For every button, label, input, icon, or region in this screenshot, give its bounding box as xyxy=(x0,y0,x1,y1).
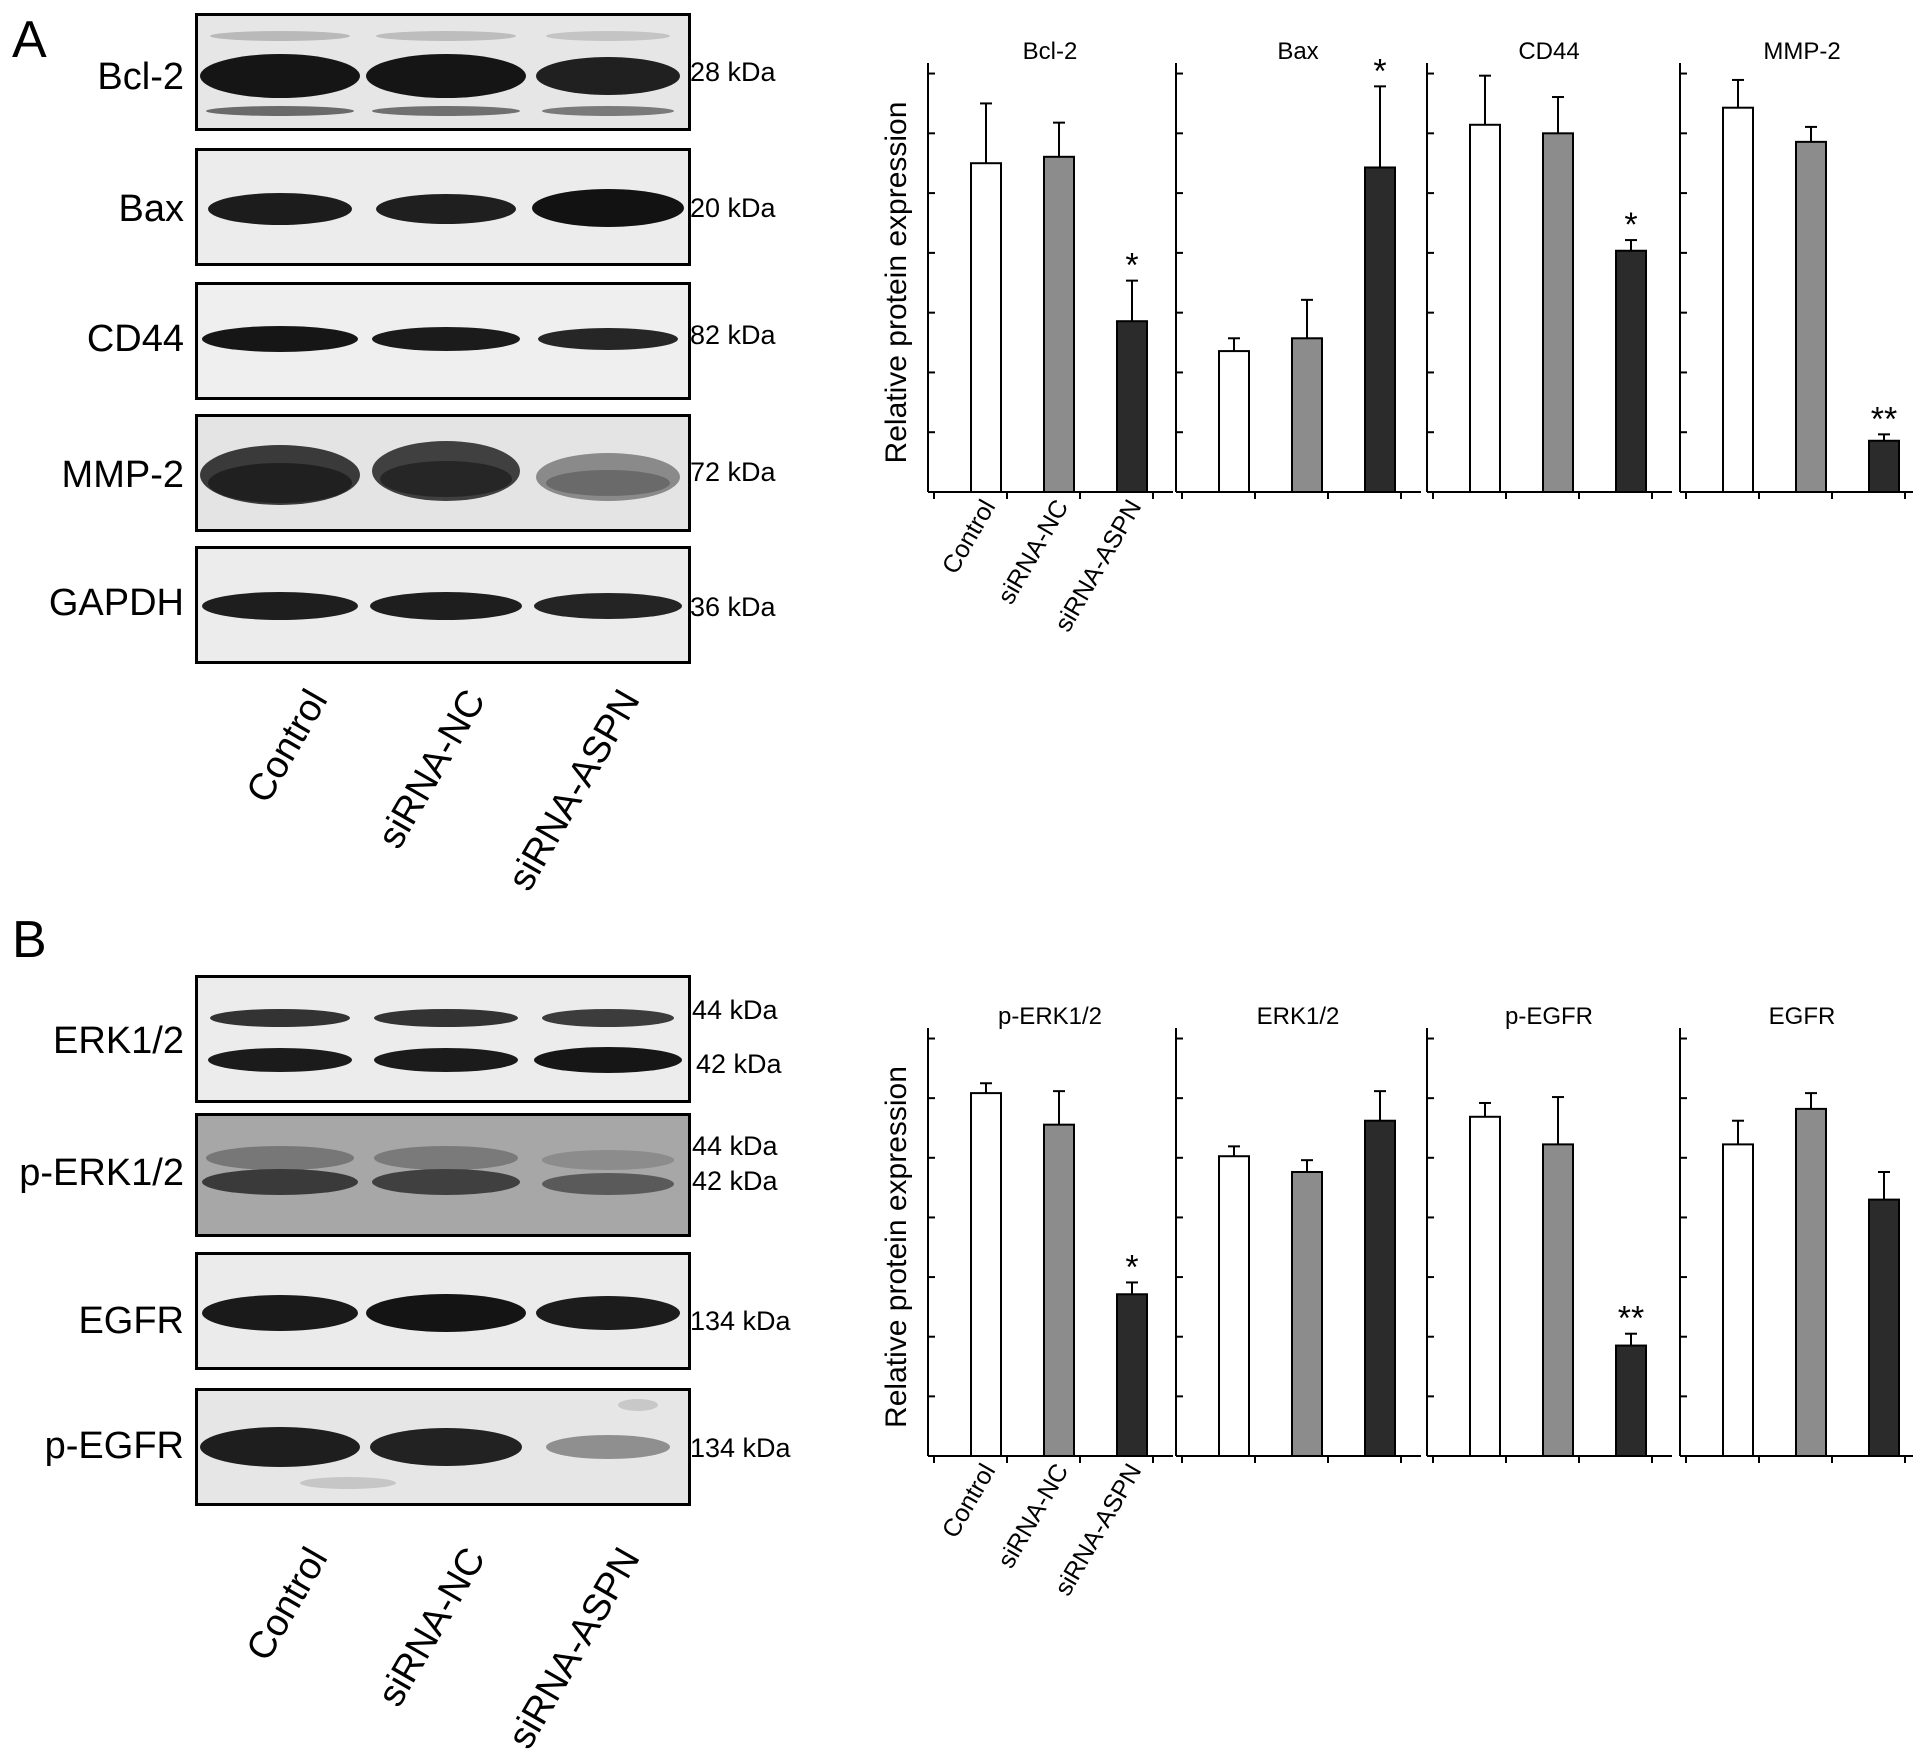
blot-egfr xyxy=(195,1252,691,1370)
blot-gapdh xyxy=(195,546,691,664)
bar-mmp-2-2 xyxy=(1868,439,1900,494)
bar-bcl-2-1 xyxy=(1043,155,1075,493)
blot-bcl2-bands xyxy=(200,31,680,116)
blot-pegfr-bands xyxy=(200,1399,670,1489)
blot-label-mmp2: MMP-2 xyxy=(61,454,184,496)
kda-erk-44: 44 kDa xyxy=(692,995,778,1025)
blot-label-erk: ERK1/2 xyxy=(53,1020,184,1062)
category-label-2: siRNA-ASPN xyxy=(1049,1459,1147,1601)
blot-gapdh-bands xyxy=(202,592,682,620)
bar-erk1-2-1 xyxy=(1291,1171,1323,1457)
y-axis-label: Relative protein expression xyxy=(880,1066,913,1428)
chart-title-bax: Bax xyxy=(1277,38,1318,65)
chart-title-p-erk1-2: p-ERK1/2 xyxy=(998,1003,1102,1030)
bar-cd44-1 xyxy=(1542,132,1574,493)
blot-cd44-bands xyxy=(202,326,678,352)
bar-p-erk1-2-2 xyxy=(1116,1293,1148,1458)
blot-pegfr xyxy=(195,1388,691,1506)
bar-bcl-2-2 xyxy=(1116,320,1148,494)
category-label-1: siRNA-NC xyxy=(992,1459,1074,1573)
bar-cd44-2 xyxy=(1615,249,1647,493)
blot-perk xyxy=(195,1113,691,1237)
bar-bax-2 xyxy=(1364,166,1396,493)
lane-label-control-b: Control xyxy=(238,1540,336,1668)
blot-label-perk: p-ERK1/2 xyxy=(19,1152,184,1194)
blot-egfr-bands xyxy=(202,1294,680,1332)
category-label-0: Control xyxy=(937,495,1002,579)
chart-title-cd44: CD44 xyxy=(1518,38,1579,65)
blot-bax xyxy=(195,148,691,266)
panel-b-letter: B xyxy=(12,911,47,969)
blot-mmp2-bands xyxy=(200,441,680,505)
bar-bcl-2-0 xyxy=(970,162,1002,494)
blot-label-gapdh: GAPDH xyxy=(48,582,184,624)
bar-bax-1 xyxy=(1291,337,1323,493)
bar-p-egfr-0 xyxy=(1469,1115,1501,1458)
chart-title-egfr: EGFR xyxy=(1769,1003,1836,1030)
chart-title-erk1-2: ERK1/2 xyxy=(1257,1003,1340,1030)
blot-label-cd44: CD44 xyxy=(86,318,184,360)
significance-mmp-2-2: ** xyxy=(1871,400,1897,438)
bar-egfr-2 xyxy=(1868,1198,1900,1457)
blot-cd44 xyxy=(195,282,691,400)
blot-label-bax: Bax xyxy=(118,188,184,230)
bar-cd44-0 xyxy=(1469,123,1501,493)
panel-a-letter: A xyxy=(12,11,47,69)
blot-perk-bands xyxy=(202,1146,674,1195)
bar-egfr-1 xyxy=(1795,1107,1827,1458)
y-axis-label: Relative protein expression xyxy=(880,102,913,464)
significance-bcl-2-2: * xyxy=(1125,247,1138,285)
significance-p-erk1-2-2: * xyxy=(1125,1248,1138,1286)
bar-mmp-2-1 xyxy=(1795,140,1827,494)
kda-gapdh: 36 kDa xyxy=(690,592,776,622)
chart-title-bcl-2: Bcl-2 xyxy=(1023,38,1078,65)
kda-erk-42: 42 kDa xyxy=(696,1049,782,1079)
lane-label-sirna-nc-b: siRNA-NC xyxy=(369,1540,494,1714)
kda-bcl2: 28 kDa xyxy=(690,57,776,87)
chart-title-p-egfr: p-EGFR xyxy=(1505,1003,1593,1030)
category-label-2: siRNA-ASPN xyxy=(1049,495,1147,637)
category-label-0: Control xyxy=(937,1459,1002,1543)
bar-p-egfr-1 xyxy=(1542,1143,1574,1458)
bar-mmp-2-0 xyxy=(1722,106,1754,493)
blot-label-pegfr: p-EGFR xyxy=(44,1425,184,1467)
bar-erk1-2-0 xyxy=(1218,1155,1250,1457)
blot-label-bcl2: Bcl-2 xyxy=(97,56,184,98)
lane-label-sirna-nc-a: siRNA-NC xyxy=(369,682,494,856)
significance-bax-2: * xyxy=(1373,52,1386,90)
lane-label-sirna-aspn-a: siRNA-ASPN xyxy=(500,682,649,898)
category-label-1: siRNA-NC xyxy=(992,495,1074,609)
significance-cd44-2: * xyxy=(1624,206,1637,244)
significance-p-egfr-2: ** xyxy=(1618,1300,1644,1338)
lane-label-control-a: Control xyxy=(238,682,336,810)
kda-pegfr: 134 kDa xyxy=(690,1433,791,1463)
blot-bcl2 xyxy=(195,13,691,131)
bar-p-egfr-2 xyxy=(1615,1344,1647,1457)
bar-p-erk1-2-0 xyxy=(970,1092,1002,1457)
kda-cd44: 82 kDa xyxy=(690,320,776,350)
kda-mmp2: 72 kDa xyxy=(690,457,776,487)
kda-bax: 20 kDa xyxy=(690,193,776,223)
lane-label-sirna-aspn-b: siRNA-ASPN xyxy=(500,1540,649,1756)
blot-mmp2 xyxy=(195,414,691,532)
bar-bax-0 xyxy=(1218,350,1250,493)
blot-label-egfr: EGFR xyxy=(78,1300,184,1342)
kda-perk-42: 42 kDa xyxy=(692,1166,778,1196)
blot-bax-bands xyxy=(208,189,684,227)
bar-egfr-0 xyxy=(1722,1143,1754,1458)
bar-erk1-2-2 xyxy=(1364,1119,1396,1457)
chart-title-mmp-2: MMP-2 xyxy=(1763,38,1840,65)
kda-perk-44: 44 kDa xyxy=(692,1131,778,1161)
blot-erk-bands xyxy=(208,1009,682,1073)
bar-p-erk1-2-1 xyxy=(1043,1123,1075,1457)
kda-egfr: 134 kDa xyxy=(690,1306,791,1336)
blot-erk xyxy=(195,975,691,1103)
